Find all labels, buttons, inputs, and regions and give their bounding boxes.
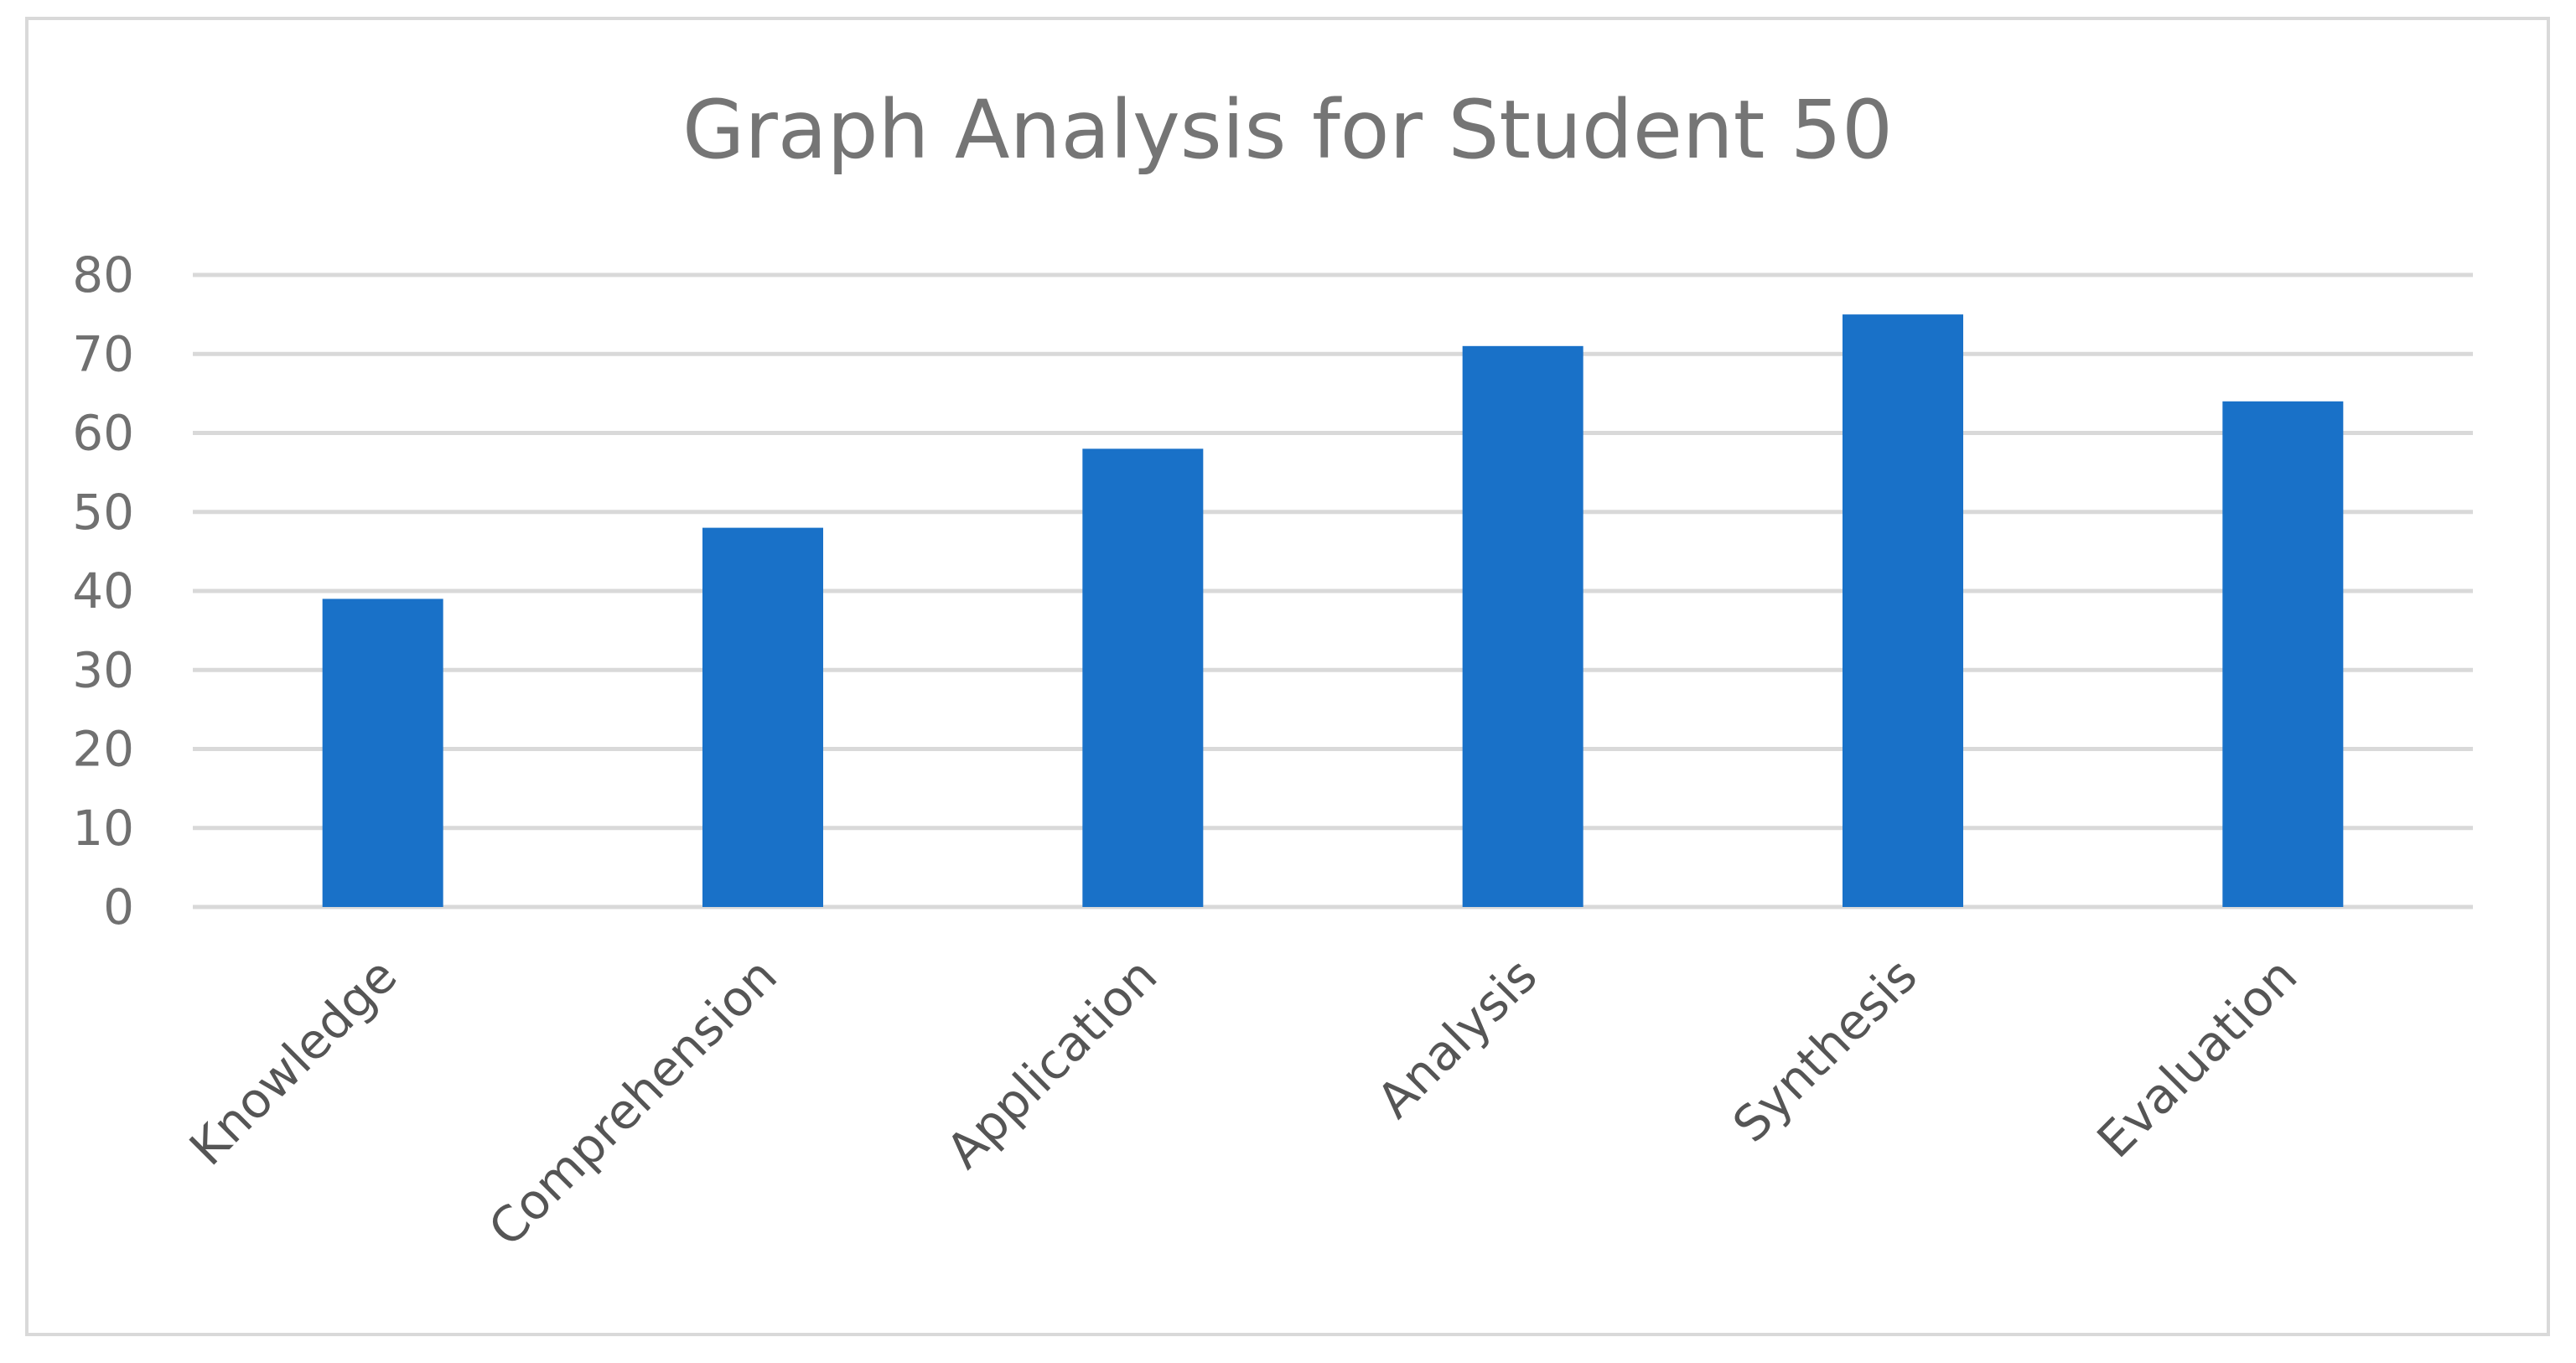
y-tick-label: 60: [72, 405, 134, 462]
gridlines: [193, 272, 2473, 910]
y-tick-label: 40: [72, 562, 134, 619]
y-tick-label: 30: [72, 641, 134, 698]
bar-evaluation: [2222, 401, 2344, 907]
bar-analysis: [1462, 345, 1583, 907]
chart-title: Graph Analysis for Student 50: [682, 83, 1893, 177]
y-axis-tick-labels: 0 10 20 30 40 50 60 70 80: [72, 246, 134, 935]
x-category-label: Analysis: [1366, 947, 1548, 1129]
y-tick-label: 20: [72, 721, 134, 778]
x-category-label: Application: [936, 947, 1168, 1179]
bar-knowledge: [322, 599, 443, 907]
bars: [322, 314, 2344, 907]
bar-application: [1082, 448, 1204, 907]
y-tick-label: 80: [72, 246, 134, 303]
y-tick-label: 70: [72, 325, 134, 382]
x-category-label: Comprehension: [478, 947, 788, 1257]
x-axis-category-labels: Knowledge Comprehension Application Analysi…: [179, 947, 2308, 1257]
x-category-label: Knowledge: [179, 947, 408, 1177]
x-category-label: Synthesis: [1722, 947, 1928, 1153]
chart-frame: [25, 17, 2550, 1336]
x-category-label: Evaluation: [2086, 947, 2308, 1169]
bar-synthesis: [1843, 314, 1963, 907]
y-tick-label: 50: [72, 484, 134, 541]
y-tick-label: 10: [72, 800, 134, 857]
bar-comprehension: [702, 527, 823, 907]
y-tick-label: 0: [103, 878, 134, 935]
